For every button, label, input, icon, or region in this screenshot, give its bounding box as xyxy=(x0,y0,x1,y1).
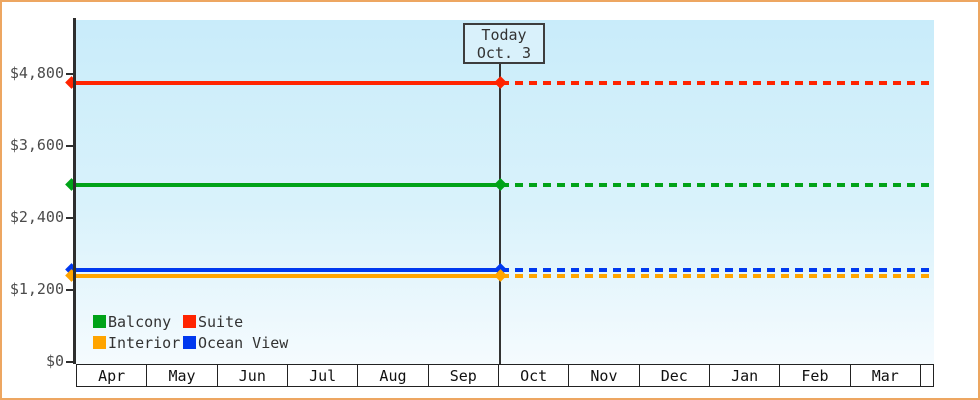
y-axis-tick xyxy=(66,72,74,75)
legend-swatch-ocean-view xyxy=(183,336,196,349)
series-line-dashed-balcony xyxy=(501,182,934,187)
month-cell-may: May xyxy=(147,365,218,386)
month-cell-nov: Nov xyxy=(569,365,640,386)
series-line-solid-suite xyxy=(76,80,500,85)
y-axis-line xyxy=(73,18,76,364)
series-line-solid-interior xyxy=(76,274,500,278)
legend-label: Ocean View xyxy=(198,333,289,352)
month-cell-jun: Jun xyxy=(218,365,288,386)
month-cell-mar: Mar xyxy=(851,365,921,386)
month-cell-apr: Apr xyxy=(77,365,148,386)
month-cell-jul: Jul xyxy=(288,365,359,386)
today-annotation-line1: Today xyxy=(481,26,527,44)
y-axis-tick xyxy=(66,360,74,363)
y-axis-tick xyxy=(66,216,74,219)
y-axis-tick-label: $1,200 xyxy=(9,279,64,298)
y-axis-tick-label: $2,400 xyxy=(9,207,64,226)
legend-label: Interior xyxy=(108,333,181,352)
legend-item-interior: Interior xyxy=(93,333,183,352)
legend-swatch-balcony xyxy=(93,315,106,328)
month-cell-empty-end xyxy=(921,365,933,386)
legend-label: Suite xyxy=(198,312,244,331)
series-line-dashed-suite xyxy=(501,80,934,85)
y-axis-tick xyxy=(66,288,74,291)
plot-area xyxy=(76,20,934,364)
y-axis-tick-label: $3,600 xyxy=(9,135,64,154)
month-cell-jan: Jan xyxy=(710,365,781,386)
legend-label: Balcony xyxy=(108,312,172,331)
y-axis-tick-label: $0 xyxy=(45,351,64,370)
today-annotation-box: Today Oct. 3 xyxy=(463,23,545,64)
series-line-dashed-ocean-view xyxy=(501,267,934,272)
month-cell-oct: Oct xyxy=(499,365,570,386)
today-annotation-line2: Oct. 3 xyxy=(476,44,532,62)
month-cell-sep: Sep xyxy=(429,365,499,386)
legend-item-suite: Suite xyxy=(183,312,288,331)
month-cell-feb: Feb xyxy=(780,365,851,386)
month-cell-dec: Dec xyxy=(640,365,710,386)
legend-swatch-suite xyxy=(183,315,196,328)
x-axis-month-strip: Apr May Jun Jul Aug Sep Oct Nov Dec Jan Feb Mar xyxy=(76,364,934,387)
y-axis-tick xyxy=(66,144,74,147)
y-axis-tick-label: $4,800 xyxy=(9,63,64,82)
legend-swatch-interior xyxy=(93,336,106,349)
series-line-solid-ocean-view xyxy=(76,267,500,272)
series-line-solid-balcony xyxy=(76,182,500,187)
month-cell-aug: Aug xyxy=(358,365,429,386)
legend-item-balcony: Balcony xyxy=(93,312,183,331)
legend-item-ocean-view: Ocean View xyxy=(183,333,289,352)
today-vertical-line xyxy=(499,62,501,364)
series-line-dashed-interior xyxy=(501,274,934,278)
legend: Balcony Suite Interior Ocean View xyxy=(93,312,289,352)
